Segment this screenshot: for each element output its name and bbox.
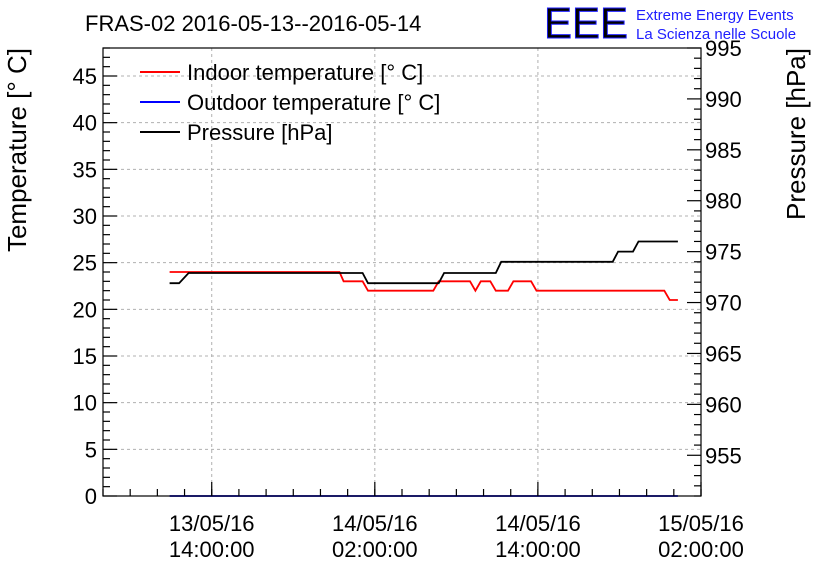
series-line-indoor-temperature	[169, 271, 678, 301]
x-tick-label-date: 13/05/16	[169, 511, 255, 536]
y-tick-label: 45	[73, 64, 97, 89]
x-tick-label-date: 14/05/16	[332, 511, 418, 536]
x-tick-label-time: 02:00:00	[658, 537, 744, 562]
y-axis-title: Temperature [° C]	[2, 48, 32, 252]
y2-tick-label: 970	[705, 291, 742, 316]
x-tick-label-time: 14:00:00	[169, 537, 255, 562]
x-tick-label-time: 02:00:00	[332, 537, 418, 562]
legend-label-indoor: Indoor temperature [° C]	[187, 60, 423, 85]
y2-tick-label: 980	[705, 189, 742, 214]
y2-tick-label: 955	[705, 443, 742, 468]
y-tick-label: 40	[73, 111, 97, 136]
x-tick-label-date: 15/05/16	[658, 511, 744, 536]
y2-axis-title: Pressure [hPa]	[781, 48, 811, 220]
y-tick-label: 30	[73, 204, 97, 229]
legend-label-pressure: Pressure [hPa]	[187, 120, 333, 145]
y2-tick-label: 990	[705, 87, 742, 112]
y-tick-label: 15	[73, 344, 97, 369]
y2-tick-label: 995	[705, 36, 742, 61]
series-line-pressure	[169, 240, 678, 285]
y-tick-label: 5	[85, 437, 97, 462]
eee-logo: EEE Extreme Energy Events La Scienza nel…	[544, 0, 797, 49]
legend-label-outdoor: Outdoor temperature [° C]	[187, 90, 440, 115]
eee-logo-mark: EEE	[544, 0, 628, 48]
legend: Indoor temperature [° C] Outdoor tempera…	[140, 60, 440, 145]
logo-line-2: La Scienza nelle Scuole	[636, 26, 796, 43]
y2-tick-label: 985	[705, 138, 742, 163]
y-tick-label: 35	[73, 157, 97, 182]
axis-ticks	[102, 47, 702, 497]
y-tick-label: 20	[73, 297, 97, 322]
y2-tick-label: 960	[705, 392, 742, 417]
y-tick-label: 25	[73, 251, 97, 276]
y2-tick-label: 965	[705, 341, 742, 366]
y-tick-label: 0	[85, 484, 97, 509]
x-tick-label-date: 14/05/16	[495, 511, 581, 536]
x-tick-label-time: 14:00:00	[495, 537, 581, 562]
tick-labels: 0 5 10 15 20 25 30 35 40 45 955 960 965 970 975 980 985 9…	[73, 36, 744, 562]
grid-lines	[103, 48, 701, 496]
y-tick-label: 10	[73, 391, 97, 416]
chart-title: FRAS-02 2016-05-13--2016-05-14	[85, 11, 421, 36]
logo-line-1: Extreme Energy Events	[636, 7, 794, 24]
y2-tick-label: 975	[705, 240, 742, 265]
